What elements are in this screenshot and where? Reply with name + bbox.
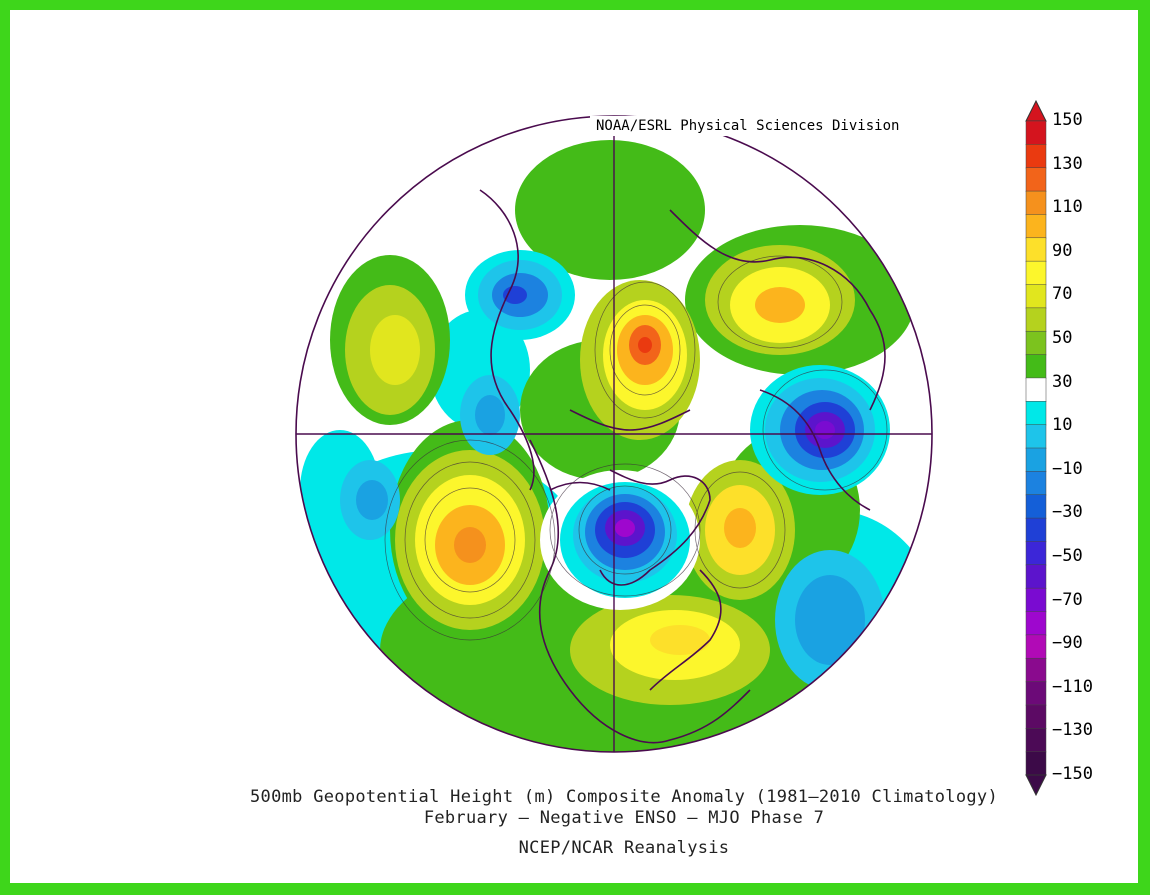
caption-title: 500mb Geopotential Height (m) Composite …: [250, 787, 998, 807]
colorbar-label: −50: [1052, 546, 1083, 566]
colorbar-swatch: [1025, 260, 1047, 286]
colorbar-swatch: [1025, 447, 1047, 473]
cold-anomaly-atlantic-south: [775, 550, 885, 690]
colorbar-label: 150: [1052, 110, 1083, 130]
colorbar-swatch: [1025, 401, 1047, 426]
colorbar-swatch: [1025, 354, 1047, 379]
colorbar-swatch: [1025, 681, 1047, 706]
colorbar-swatch: [1025, 377, 1047, 403]
colorbar-arrow-bottom: [1025, 774, 1047, 797]
colorbar-swatch: [1025, 471, 1047, 496]
colorbar-swatch: [1025, 214, 1047, 239]
colorbar-swatch: [1025, 307, 1047, 332]
warm-anomaly-europe: [705, 245, 855, 355]
warm-anomaly-north-pacific-east: [345, 285, 435, 415]
anomaly-map: [295, 99, 1047, 797]
coastlines: [479, 189, 886, 744]
colorbar-label: 70: [1052, 284, 1073, 305]
colorbar-swatch: [1025, 190, 1047, 216]
cold-anomaly-pacific-west: [340, 375, 520, 540]
colorbar-label: 90: [1052, 240, 1073, 261]
warm-anomaly-atlantic: [685, 460, 795, 600]
cold-anomaly-asia: [750, 365, 890, 495]
colorbar-label: −130: [1052, 720, 1093, 741]
colorbar-label: −10: [1052, 458, 1083, 479]
cold-anomaly-greenland: [540, 470, 700, 610]
colorbar-label: −150: [1052, 764, 1093, 784]
colorbar-swatch: [1025, 494, 1047, 519]
contours: [384, 255, 888, 641]
colorbar-swatch: [1025, 330, 1047, 356]
credit-label: NOAA/ESRL Physical Sciences Division: [590, 116, 906, 136]
colorbar-swatch: [1025, 237, 1047, 262]
map-frame: NOAA/ESRL Physical Sciences Division 150…: [10, 10, 1138, 883]
colorbar-swatch: [1025, 634, 1047, 659]
colorbar-label: −70: [1052, 589, 1083, 610]
colorbar-swatch: [1025, 517, 1047, 543]
caption-source: NCEP/NCAR Reanalysis: [518, 838, 730, 858]
colorbar-label: 30: [1052, 371, 1073, 392]
anomaly-fields: [296, 116, 932, 752]
warm-anomaly-north-america: [570, 595, 770, 705]
colorbar-label: −110: [1052, 676, 1093, 697]
colorbar-swatch: [1025, 751, 1047, 776]
colorbar-label: 10: [1052, 415, 1073, 436]
colorbar-arrow-top: [1025, 99, 1047, 122]
colorbar-swatch: [1025, 728, 1047, 753]
colorbar-label: 130: [1052, 153, 1083, 174]
colorbar-swatch: [1025, 120, 1047, 146]
colorbar-label: 50: [1052, 328, 1073, 348]
colorbar-swatch: [1025, 541, 1047, 566]
colorbar-swatch: [1025, 284, 1047, 309]
colorbar-swatch: [1025, 704, 1047, 730]
caption-subtitle: February – Negative ENSO – MJO Phase 7: [423, 808, 825, 828]
colorbar-swatch: [1025, 657, 1047, 683]
warm-anomaly-pacific: [395, 450, 545, 630]
colorbar-label: 110: [1052, 197, 1083, 218]
colorbar-label: −90: [1052, 633, 1083, 654]
colorbar-swatch: [1025, 144, 1047, 169]
colorbar-swatch: [1025, 611, 1047, 636]
colorbar-swatch: [1025, 587, 1047, 613]
colorbar-swatch: [1025, 424, 1047, 449]
colorbar: [1025, 99, 1047, 797]
colorbar-label: −30: [1052, 502, 1083, 523]
cold-anomaly-pacific-north: [465, 250, 575, 340]
colorbar-swatch: [1025, 564, 1047, 589]
colorbar-swatch: [1025, 167, 1047, 192]
warm-anomaly-siberia: [580, 280, 700, 440]
